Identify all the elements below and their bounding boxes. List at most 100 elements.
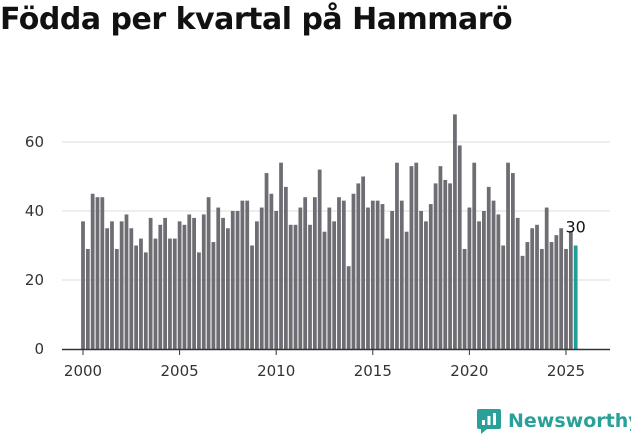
bar-100 [564,248,568,349]
bar-12 [139,238,143,349]
bar-93 [530,228,535,349]
newsworthy-logo[interactable]: Newsworthy [476,407,631,435]
bar-98 [554,235,559,349]
bar-92 [525,242,530,349]
bar-39 [269,193,274,349]
bar-0 [81,221,85,349]
bar-81 [472,162,477,349]
bar-43 [288,224,293,349]
x-axis-ticks: 2000 2005 2010 2015 2020 2025 [64,349,585,380]
bar-7 [114,248,119,349]
bar-69 [414,162,419,349]
bar-2 [90,193,95,349]
bar-79 [462,248,467,349]
chart-title: Födda per kvartal på Hammarö [0,2,513,37]
bar-24 [197,252,201,349]
bar-48 [312,197,317,349]
bar-97 [549,242,554,349]
bar-87 [501,245,506,349]
bar-95 [539,248,544,349]
bar-40 [274,211,279,349]
bars [81,114,578,350]
bar-68 [409,166,414,349]
bar-76 [448,183,452,349]
y-tick-label-40: 40 [25,202,44,220]
bar-47 [308,224,312,349]
bar-13 [143,252,148,349]
bar-42 [283,186,288,349]
bar-32 [235,211,240,349]
x-tick-label-2020: 2020 [450,362,488,380]
bar-82 [477,221,481,349]
bar-1 [85,248,90,349]
bar-74 [438,166,443,349]
bar-6 [110,221,114,349]
bar-9 [124,214,129,349]
bar-16 [158,224,163,349]
bar-71 [424,221,428,349]
bar-59 [366,207,370,349]
bar-57 [356,183,361,349]
bar-27 [211,242,216,349]
bar-28 [216,207,221,349]
bar-101 [568,231,573,349]
y-tick-label-20: 20 [25,271,44,289]
bar-10 [129,228,134,349]
bar-23 [192,217,196,349]
bar-22 [187,214,192,349]
bar-91 [520,255,525,349]
bar-20 [177,221,182,349]
bar-8 [119,221,124,349]
bar-67 [404,231,409,349]
bar-99 [559,228,564,349]
bar-94 [535,224,539,349]
y-tick-label-60: 60 [25,133,44,151]
bar-31 [230,211,235,349]
y-axis-labels: 0 20 40 60 [25,133,44,358]
bar-15 [153,238,158,349]
bar-55 [346,266,351,349]
bar-54 [341,200,346,349]
bar-77 [453,114,457,350]
bar-84 [486,186,491,349]
bar-19 [172,238,177,349]
last-value-label: 30 [565,218,585,237]
bar-75 [443,179,448,349]
bar-83 [482,211,486,349]
bar-56 [351,193,356,349]
bar-14 [148,217,153,349]
x-tick-label-2005: 2005 [161,362,199,380]
bar-86 [496,214,501,349]
bar-36 [255,221,259,349]
bar-64 [390,211,395,349]
bar-11 [134,245,139,349]
bar-52 [332,221,337,349]
y-tick-label-0: 0 [34,340,44,358]
bar-29 [221,217,225,349]
bar-3 [95,197,100,349]
bar-5 [105,228,110,349]
bar-41 [279,162,283,349]
bar-62 [380,204,385,349]
bar-80 [467,207,472,349]
bar-4 [100,197,105,349]
bar-61 [375,200,380,349]
bar-46 [303,197,308,349]
bar-70 [419,211,423,349]
bar-37 [259,207,264,349]
newsworthy-logo-icon [477,409,501,434]
bar-30 [226,228,230,349]
bar-58 [361,176,366,349]
bar-65 [395,162,399,349]
x-tick-label-2010: 2010 [257,362,295,380]
bar-88 [506,162,510,349]
bar-66 [399,200,404,349]
bar-51 [327,207,332,349]
bar-89 [510,173,515,349]
bar-102 [573,245,578,349]
x-tick-label-2000: 2000 [64,362,102,380]
bar-44 [293,224,298,349]
bar-35 [250,245,254,349]
bar-45 [298,207,303,349]
